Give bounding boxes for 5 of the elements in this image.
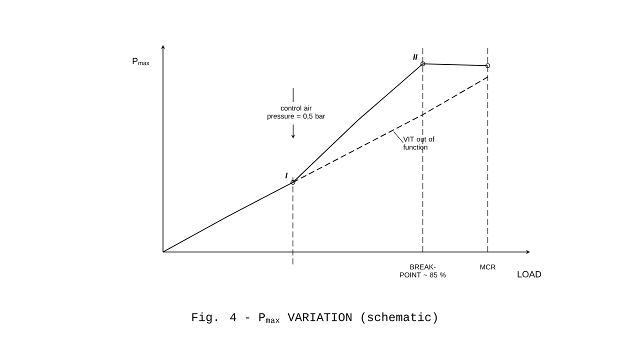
text: Fig. 4 - P$_{max}$ VARIATION (schematic) — [192, 312, 437, 324]
text: II — [413, 54, 418, 60]
annotation: I — [285, 172, 288, 178]
x-axis-title: LOAD — [518, 271, 542, 278]
y-axis-title: P$_{max}$ — [132, 58, 150, 66]
